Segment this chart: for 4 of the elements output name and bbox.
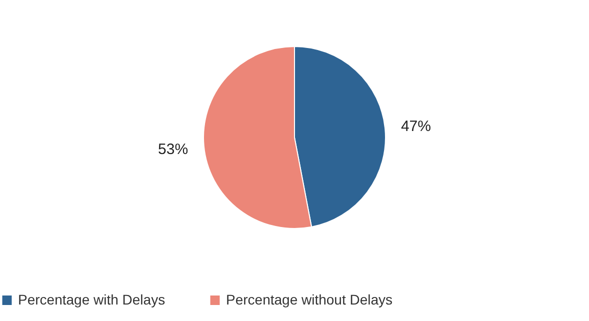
data-label: 53% bbox=[158, 140, 188, 158]
data-label: 47% bbox=[400, 118, 431, 136]
legend-label: Percentage with Delays bbox=[18, 291, 166, 308]
legend-label: Percentage without Delays bbox=[226, 291, 393, 308]
